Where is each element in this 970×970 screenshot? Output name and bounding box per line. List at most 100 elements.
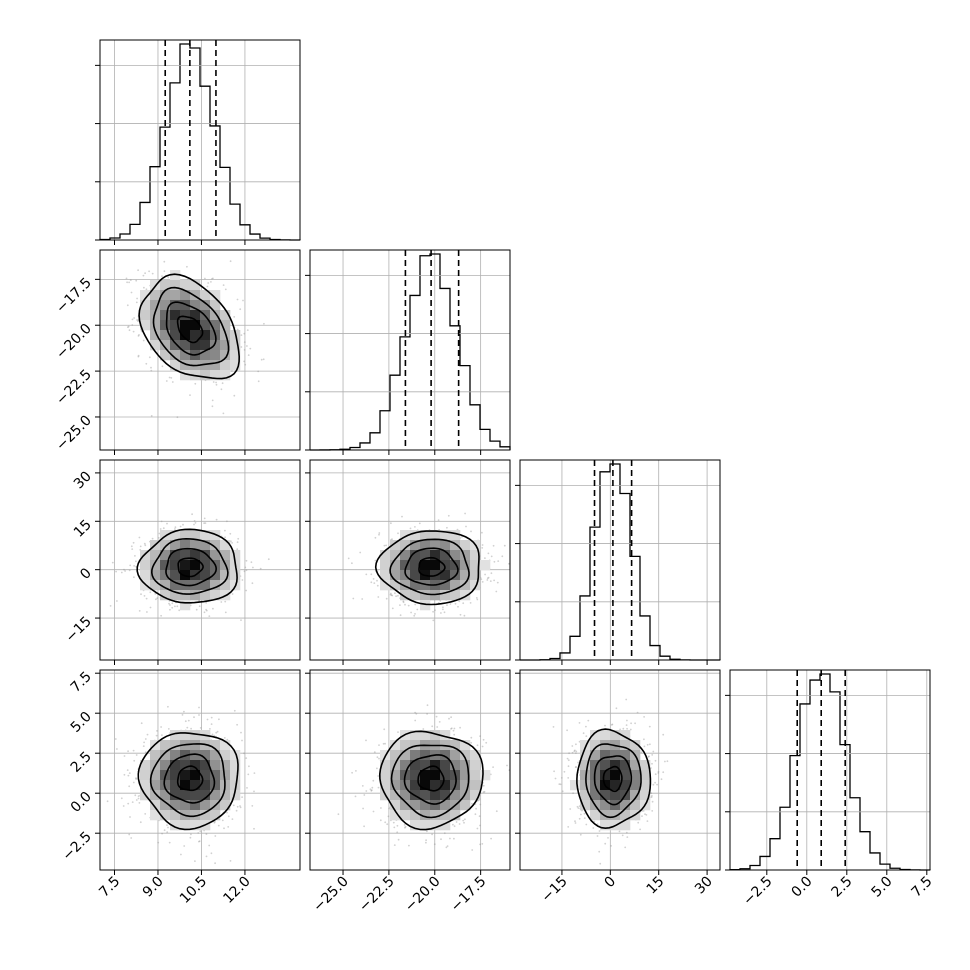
scatter-point [211,733,214,736]
scatter-point [135,799,138,801]
scatter-point [379,819,382,822]
density-cell [600,770,611,781]
density-cell [180,590,191,601]
density-cell [200,530,211,541]
density-cell [230,750,241,761]
scatter-point [132,781,135,784]
density-cell [390,790,401,801]
scatter-point [397,594,399,597]
density-cell [410,530,421,541]
density-cell [160,580,171,591]
scatter-point [253,827,255,830]
density-cell [210,760,221,771]
density-cell [220,350,231,361]
density-cell [180,760,191,771]
scatter-point [482,738,485,741]
scatter-point [464,818,466,821]
density-cell [160,340,171,351]
scatter-point [373,751,376,754]
scatter-point [607,837,609,839]
density-cell [170,770,181,781]
density-cell [150,780,161,791]
density-cell [230,570,241,581]
scatter-point [666,760,669,763]
scatter-point [574,820,576,823]
panel-frame [99,459,301,661]
scatter-point [157,537,160,539]
scatter-point [593,820,596,823]
density-cell [170,750,181,761]
scatter-point [640,751,643,754]
scatter-point [574,749,576,752]
scatter-point [128,569,131,572]
scatter-point [567,777,570,779]
density-cell [400,550,411,561]
scatter-point [553,770,555,773]
scatter-point [453,733,456,736]
density-cell [180,550,191,561]
scatter-point [492,766,494,768]
scatter-point [115,570,117,573]
scatter-point [236,328,239,331]
density-cell [210,550,221,561]
scatter-point [131,324,134,326]
density-cell [150,330,161,341]
density-cell [170,730,181,741]
scatter-point [415,712,418,715]
density-cell [180,320,191,331]
scatter-point [222,412,225,415]
scatter-point [645,814,648,816]
density-cell [390,550,401,561]
density-cell [420,760,431,771]
density-cell [620,800,631,811]
density-cell [440,760,451,771]
scatter-point [408,844,410,847]
density-cell [160,300,171,311]
density-cell [620,770,631,781]
density-cell [230,360,241,371]
scatter-point [596,823,599,825]
scatter-point [208,844,211,847]
scatter-point [385,544,387,547]
density-cell [620,740,631,751]
density-cell [190,280,201,291]
scatter-point [146,733,149,736]
scatter-point [150,415,153,417]
density-cell [440,790,451,801]
scatter-point [397,838,400,841]
scatter-point [552,726,555,728]
scatter-point [222,284,225,286]
density-cell [180,360,191,371]
scatter-point [481,531,483,534]
density-cell [390,540,401,551]
scatter-point [392,821,395,824]
scatter-point [206,718,209,721]
scatter-point [394,592,396,595]
density-cell [220,310,231,321]
density-cell [460,740,471,751]
scatter-point [362,807,364,810]
density-cell [590,790,601,801]
scatter-point [625,698,628,701]
scatter-point [476,827,479,830]
scatter-point [170,377,173,379]
scatter-point [227,826,230,828]
scatter-point [226,811,228,814]
scatter-point [629,728,632,731]
scatter-point [604,724,606,727]
scatter-point [250,561,253,564]
scatter-point [156,730,158,732]
scatter-point [137,320,139,323]
scatter-point [583,812,586,815]
scatter-point [453,727,456,730]
density-cell [200,370,211,381]
density-cell [190,780,201,791]
scatter-point [470,741,473,744]
scatter-point [458,823,461,825]
scatter-point [418,522,421,525]
scatter-point [248,765,250,768]
density-cell [170,310,181,321]
scatter-point [169,604,171,606]
scatter-point [203,517,206,520]
density-cell [200,810,211,821]
